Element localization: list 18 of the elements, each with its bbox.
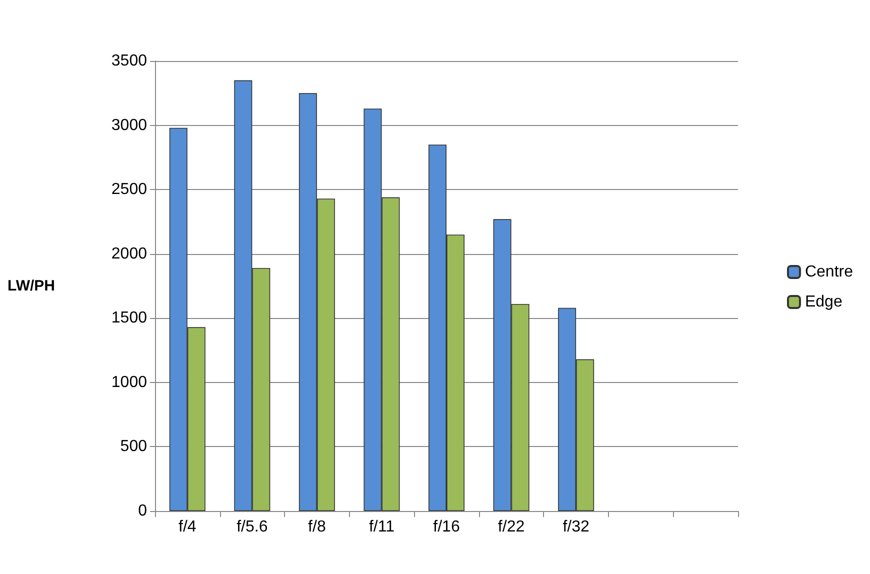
x-tick-label: f/22 xyxy=(498,518,525,536)
y-tick-label: 1000 xyxy=(111,374,148,391)
x-tick-label: f/32 xyxy=(562,518,590,536)
legend-label: Edge xyxy=(804,294,842,310)
y-tick-label: 3500 xyxy=(111,52,148,70)
y-tick-label: 2500 xyxy=(111,181,148,198)
x-tick-label: f/4 xyxy=(178,518,196,536)
y-axis-title: LW/PH xyxy=(8,278,55,294)
y-tick-label: 500 xyxy=(120,438,148,456)
x-tick-label: f/8 xyxy=(308,518,326,536)
y-tick-label: 2000 xyxy=(111,245,148,262)
y-tick-label: 3000 xyxy=(111,116,148,134)
x-tick-label: f/11 xyxy=(368,518,395,536)
y-tick-label: 0 xyxy=(138,502,148,520)
x-tick-label: f/5.6 xyxy=(236,518,268,536)
legend-label: Centre xyxy=(804,264,854,280)
y-tick-label: 1500 xyxy=(111,310,148,327)
x-tick-label: f/16 xyxy=(433,518,460,536)
